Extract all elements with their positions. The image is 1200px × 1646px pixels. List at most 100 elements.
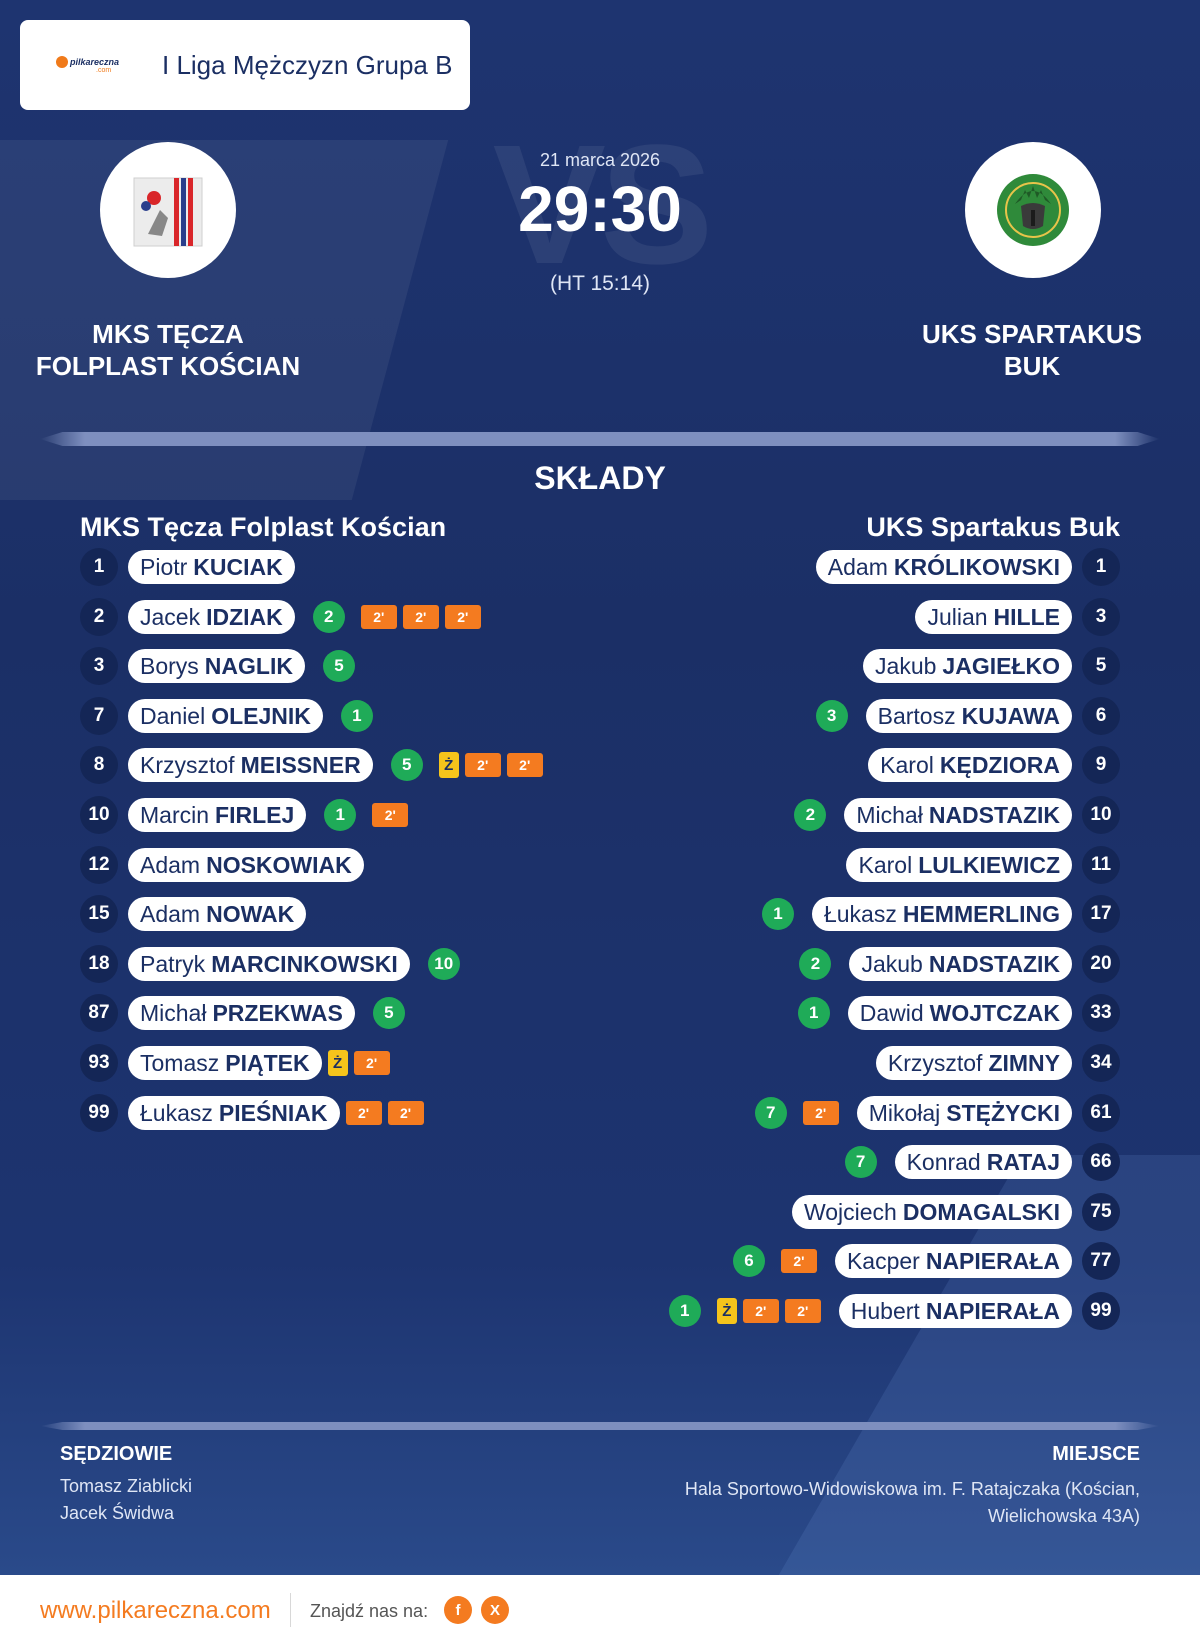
player-name[interactable]: Hubert NAPIERAŁA bbox=[838, 1294, 1072, 1328]
player-name[interactable]: Jacek IDZIAK bbox=[128, 600, 295, 634]
player-number: 87 bbox=[80, 994, 118, 1032]
player-last-name: PRZEKWAS bbox=[212, 999, 343, 1026]
player-name[interactable]: Krzysztof ZIMNY bbox=[875, 1046, 1072, 1080]
goals-badge: 5 bbox=[390, 749, 423, 781]
player-first-name: Karol bbox=[858, 851, 913, 878]
player-row: 7 2' Mikołaj STĘŻYCKI 61 bbox=[754, 1094, 1120, 1132]
player-name[interactable]: Adam KRÓLIKOWSKI bbox=[815, 550, 1072, 584]
player-row: 7 Konrad RATAJ 66 bbox=[844, 1143, 1120, 1181]
player-name[interactable]: Bartosz KUJAWA bbox=[865, 699, 1072, 733]
player-first-name: Tomasz bbox=[140, 1049, 220, 1076]
player-row: 1 Piotr KUCIAK bbox=[80, 548, 295, 586]
player-first-name: Mikołaj bbox=[868, 1099, 941, 1126]
home-crest-icon bbox=[133, 177, 203, 247]
match-date: 21 marca 2026 bbox=[539, 150, 661, 170]
player-number: 8 bbox=[80, 746, 118, 784]
player-row: 10 Marcin FIRLEJ 1 2' bbox=[80, 796, 409, 834]
goals-badge: 5 bbox=[372, 997, 405, 1029]
player-name[interactable]: Wojciech DOMAGALSKI bbox=[791, 1195, 1072, 1229]
suspension-badge: 2' bbox=[353, 1051, 390, 1075]
player-number: 6 bbox=[1082, 697, 1120, 735]
player-name[interactable]: Michał PRZEKWAS bbox=[128, 996, 355, 1030]
player-name[interactable]: Mikołaj STĘŻYCKI bbox=[856, 1096, 1072, 1130]
player-row: Karol LULKIEWICZ 11 bbox=[828, 846, 1120, 884]
x-icon[interactable]: X bbox=[481, 1596, 509, 1624]
suspension-badge: 2' bbox=[402, 605, 439, 629]
player-first-name: Łukasz bbox=[823, 900, 897, 927]
player-name[interactable]: Adam NOWAK bbox=[128, 897, 307, 931]
player-name[interactable]: Karol KĘDZIORA bbox=[868, 748, 1072, 782]
goals-badge: 1 bbox=[340, 700, 373, 732]
player-name[interactable]: Łukasz HEMMERLING bbox=[811, 897, 1072, 931]
player-name[interactable]: Dawid WOJTCZAK bbox=[847, 996, 1072, 1030]
player-name[interactable]: Karol LULKIEWICZ bbox=[846, 848, 1072, 882]
player-first-name: Dawid bbox=[859, 999, 924, 1026]
player-name[interactable]: Marcin FIRLEJ bbox=[128, 798, 307, 832]
player-first-name: Michał bbox=[856, 801, 923, 828]
player-first-name: Patryk bbox=[140, 950, 206, 977]
site-link[interactable]: www.pilkareczna.com bbox=[40, 1597, 271, 1624]
player-row: Krzysztof ZIMNY 34 bbox=[858, 1044, 1120, 1082]
player-last-name: STĘŻYCKI bbox=[946, 1099, 1060, 1126]
player-last-name: NAGLIK bbox=[204, 652, 293, 679]
section-divider bbox=[40, 432, 1160, 446]
facebook-icon[interactable]: f bbox=[444, 1596, 472, 1624]
player-name[interactable]: Adam NOSKOWIAK bbox=[128, 848, 364, 882]
player-last-name: NOSKOWIAK bbox=[206, 851, 352, 878]
goals-badge: 2 bbox=[799, 948, 832, 980]
player-first-name: Daniel bbox=[140, 702, 206, 729]
player-name[interactable]: Borys NAGLIK bbox=[128, 649, 305, 683]
player-first-name: Hubert bbox=[850, 1297, 920, 1324]
suspension-badge: 2' bbox=[360, 605, 397, 629]
player-last-name: KUJAWA bbox=[961, 702, 1060, 729]
player-name[interactable]: Jakub NADSTAZIK bbox=[849, 947, 1072, 981]
player-last-name: KĘDZIORA bbox=[939, 751, 1060, 778]
player-last-name: LULKIEWICZ bbox=[918, 851, 1060, 878]
player-name[interactable]: Julian HILLE bbox=[915, 600, 1072, 634]
player-last-name: JAGIEŁKO bbox=[942, 652, 1060, 679]
player-first-name: Wojciech bbox=[803, 1198, 897, 1225]
player-name[interactable]: Krzysztof MEISSNER bbox=[128, 748, 373, 782]
venue-line: Wielichowska 43A) bbox=[987, 1506, 1140, 1526]
player-name[interactable]: Kacper NAPIERAŁA bbox=[834, 1244, 1072, 1278]
player-last-name: DOMAGALSKI bbox=[902, 1198, 1060, 1225]
player-number: 15 bbox=[80, 895, 118, 933]
player-name[interactable]: Konrad RATAJ bbox=[894, 1145, 1072, 1179]
goals-badge: 7 bbox=[844, 1146, 877, 1178]
player-row: 3 Bartosz KUJAWA 6 bbox=[815, 697, 1120, 735]
player-number: 5 bbox=[1082, 647, 1120, 685]
player-row: 1 Łukasz HEMMERLING 17 bbox=[761, 895, 1120, 933]
goals-badge: 2 bbox=[794, 799, 827, 831]
find-us-label: Znajdź nas na: bbox=[310, 1601, 429, 1621]
suspension-badge: 2' bbox=[780, 1249, 817, 1273]
goals-badge: 1 bbox=[761, 898, 794, 930]
player-first-name: Adam bbox=[827, 553, 888, 580]
player-name[interactable]: Daniel OLEJNIK bbox=[128, 699, 323, 733]
player-name[interactable]: Tomasz PIĄTEK bbox=[128, 1046, 322, 1080]
yellow-card-icon: Ż bbox=[438, 752, 459, 778]
yellow-card-icon: Ż bbox=[327, 1050, 348, 1076]
suspension-badge: 2' bbox=[464, 753, 501, 777]
player-name[interactable]: Michał NADSTAZIK bbox=[844, 798, 1072, 832]
player-name[interactable]: Patryk MARCINKOWSKI bbox=[128, 947, 410, 981]
referee-name: Jacek Świdwa bbox=[60, 1503, 175, 1523]
suspension-badge: 2' bbox=[387, 1101, 424, 1125]
home-team-name: MKS TĘCZA FOLPLAST KOŚCIAN bbox=[8, 318, 328, 382]
player-last-name: ZIMNY bbox=[988, 1049, 1060, 1076]
player-row: 1 Dawid WOJTCZAK 33 bbox=[797, 994, 1120, 1032]
player-number: 17 bbox=[1082, 895, 1120, 933]
player-number: 9 bbox=[1082, 746, 1120, 784]
vs-watermark: VS bbox=[492, 110, 714, 300]
player-last-name: NOWAK bbox=[206, 900, 295, 927]
brand-logo[interactable]: pilkareczna .com bbox=[48, 50, 140, 80]
player-name[interactable]: Piotr KUCIAK bbox=[128, 550, 295, 584]
player-number: 7 bbox=[80, 697, 118, 735]
player-number: 3 bbox=[80, 647, 118, 685]
player-name[interactable]: Jakub JAGIEŁKO bbox=[863, 649, 1072, 683]
suspension-badge: 2' bbox=[345, 1101, 382, 1125]
player-name[interactable]: Łukasz PIEŚNIAK bbox=[128, 1096, 340, 1130]
venue-title: MIEJSCE bbox=[1052, 1443, 1140, 1465]
player-row: 18 Patryk MARCINKOWSKI 10 bbox=[80, 945, 460, 983]
player-first-name: Jakub bbox=[861, 950, 923, 977]
player-row: 1 Ż 2' 2' Hubert NAPIERAŁA 99 bbox=[668, 1292, 1120, 1330]
